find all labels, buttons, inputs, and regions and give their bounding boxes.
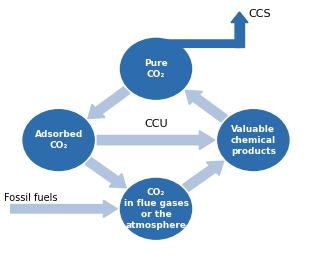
FancyArrow shape (231, 12, 248, 44)
Text: CO₂
in flue gases
or the
atmosphere: CO₂ in flue gases or the atmosphere (124, 188, 188, 230)
FancyArrow shape (88, 87, 130, 119)
FancyArrow shape (85, 158, 126, 188)
FancyArrow shape (97, 131, 215, 150)
Circle shape (120, 178, 192, 239)
Text: Fossil fuels: Fossil fuels (4, 193, 58, 203)
FancyArrow shape (185, 90, 227, 122)
Text: Pure
CO₂: Pure CO₂ (144, 59, 168, 79)
FancyArrow shape (11, 200, 117, 217)
Circle shape (23, 110, 94, 171)
FancyArrow shape (183, 161, 224, 191)
Circle shape (120, 38, 192, 99)
Bar (235, 19, 244, 47)
FancyArrow shape (162, 40, 240, 47)
Text: CCU: CCU (144, 119, 168, 129)
Text: CCS: CCS (249, 9, 271, 19)
Text: Adsorbed
CO₂: Adsorbed CO₂ (34, 130, 83, 150)
Circle shape (218, 110, 289, 171)
Text: Valuable
chemical
products: Valuable chemical products (231, 124, 276, 156)
